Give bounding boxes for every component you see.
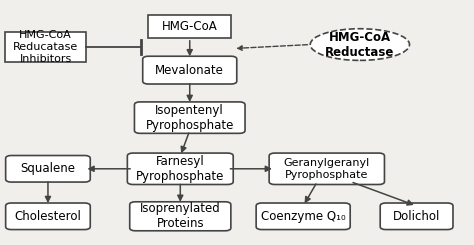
Text: HMG-CoA
Reducatase
Inhibitors: HMG-CoA Reducatase Inhibitors [13,30,78,64]
FancyBboxPatch shape [5,32,86,61]
FancyBboxPatch shape [380,203,453,230]
FancyBboxPatch shape [6,156,90,182]
FancyBboxPatch shape [130,202,231,231]
FancyBboxPatch shape [135,102,245,133]
Text: Squalene: Squalene [20,162,75,175]
FancyBboxPatch shape [128,153,233,184]
Text: Farnesyl
Pyrophosphate: Farnesyl Pyrophosphate [136,155,225,183]
Ellipse shape [310,29,410,60]
Text: Geranylgeranyl
Pyrophosphate: Geranylgeranyl Pyrophosphate [283,158,370,180]
Text: Coenzyme Q₁₀: Coenzyme Q₁₀ [261,210,346,223]
Text: HMG-CoA: HMG-CoA [162,20,218,33]
FancyBboxPatch shape [143,56,237,84]
Text: Isopentenyl
Pyrophosphate: Isopentenyl Pyrophosphate [146,104,234,132]
Text: Cholesterol: Cholesterol [15,210,82,223]
FancyBboxPatch shape [148,15,231,38]
FancyBboxPatch shape [269,153,384,184]
Text: Dolichol: Dolichol [393,210,440,223]
FancyBboxPatch shape [256,203,350,230]
Text: Isoprenylated
Proteins: Isoprenylated Proteins [140,202,221,230]
Text: Mevalonate: Mevalonate [155,64,224,77]
FancyBboxPatch shape [6,203,90,230]
Text: HMG-CoA
Reductase: HMG-CoA Reductase [325,31,394,59]
